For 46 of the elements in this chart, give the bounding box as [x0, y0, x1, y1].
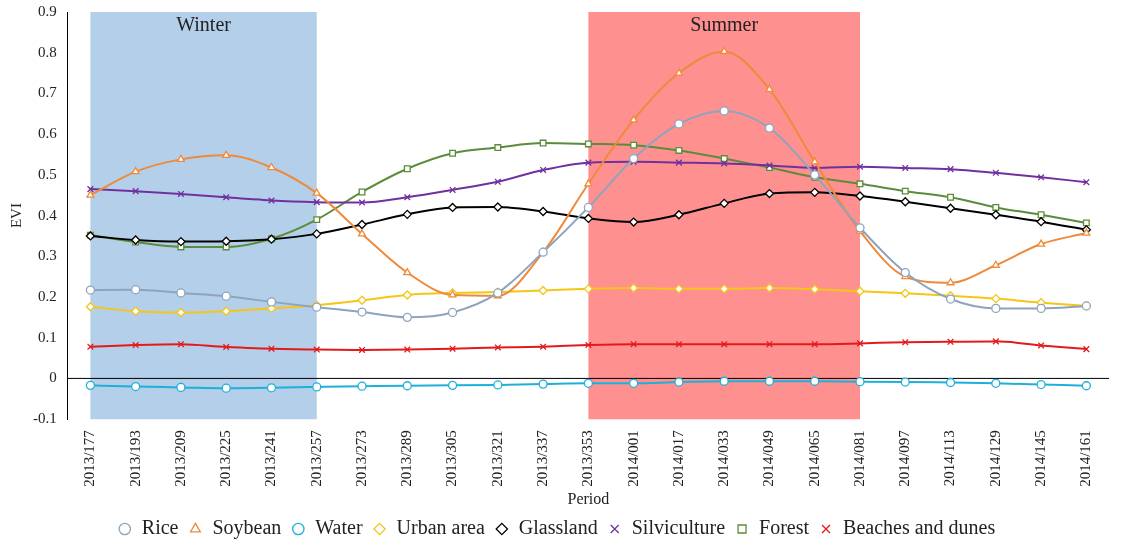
x-tick-label: 2014/081 — [850, 430, 867, 487]
legend-label: Urban area — [396, 516, 485, 539]
x-tick-label: 2013/337 — [534, 429, 551, 487]
x-tick-label: 2013/241 — [262, 430, 279, 487]
x-tick-label: 2014/065 — [805, 430, 822, 487]
x-tick-label: 2013/289 — [398, 430, 415, 487]
legend-label: Water — [315, 516, 363, 539]
x-tick-label: 2013/193 — [126, 430, 143, 487]
x-tick-label: 2013/321 — [488, 430, 505, 487]
y-tick-label: 0.5 — [38, 165, 57, 182]
x-tick-label: 2013/257 — [307, 429, 324, 487]
x-tick-label: 2013/273 — [352, 430, 369, 487]
x-tick-label: 2013/177 — [81, 429, 98, 487]
x-tick-label: 2014/113 — [941, 430, 958, 487]
y-tick-label: 0 — [49, 369, 57, 386]
band-label: Winter — [176, 13, 232, 36]
y-tick-label: -0.1 — [33, 410, 57, 427]
x-tick-label: 2013/209 — [171, 430, 188, 487]
legend-label: Soybean — [212, 516, 282, 540]
x-tick-label: 2013/225 — [217, 430, 234, 487]
y-tick-label: 0.2 — [38, 287, 57, 304]
x-tick-label: 2014/049 — [760, 430, 777, 487]
y-tick-label: 0.1 — [38, 328, 57, 345]
x-tick-label: 2013/305 — [443, 430, 460, 487]
x-tick-label: 2014/033 — [715, 430, 732, 487]
legend-label: Glassland — [518, 516, 598, 539]
y-tick-label: 0.4 — [38, 206, 58, 223]
band-label: Summer — [690, 13, 759, 36]
x-tick-label: 2014/017 — [669, 429, 686, 487]
y-tick-label: 0.7 — [38, 84, 58, 101]
x-tick-label: 2014/097 — [896, 429, 913, 487]
legend-label: Beaches and dunes — [843, 516, 996, 539]
x-axis-title: Period — [567, 489, 610, 507]
x-tick-label: 2014/129 — [986, 430, 1003, 487]
x-tick-label: 2014/145 — [1032, 430, 1049, 487]
x-tick-label: 2014/001 — [624, 430, 641, 487]
legend-label: Rice — [141, 516, 179, 539]
x-tick-label: 2014/161 — [1077, 430, 1094, 487]
y-tick-label: 0.6 — [38, 125, 58, 142]
y-axis-title: EVI — [7, 203, 24, 229]
y-tick-label: 0.3 — [38, 247, 57, 264]
legend-label: Silviculture — [631, 516, 726, 539]
x-tick-label: 2013/353 — [579, 430, 596, 487]
y-tick-label: 0.9 — [38, 2, 57, 19]
y-tick-label: 0.8 — [38, 43, 57, 60]
legend-label: Forest — [759, 516, 810, 539]
